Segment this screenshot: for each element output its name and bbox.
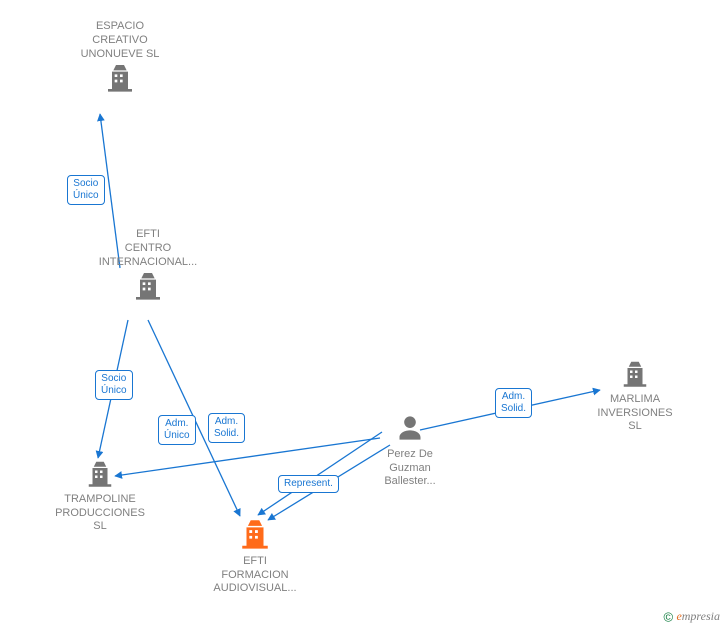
- edge-label-socio-unico-2: Socio Único: [95, 370, 133, 400]
- edge-label-represent: Represent.: [278, 475, 339, 493]
- building-icon: [238, 516, 272, 555]
- node-label: MARLIMA INVERSIONES SL: [575, 393, 695, 434]
- node-efti-centro[interactable]: EFTI CENTRO INTERNACIONAL...: [78, 228, 218, 306]
- edge-label-adm-unico: Adm. Único: [158, 415, 196, 445]
- node-label: EFTI FORMACION AUDIOVISUAL...: [190, 555, 320, 596]
- node-espacio[interactable]: ESPACIO CREATIVO UNONUEVE SL: [60, 20, 180, 98]
- node-label: TRAMPOLINE PRODUCCIONES SL: [40, 493, 160, 534]
- edge-label-socio-unico-1: Socio Único: [67, 175, 105, 205]
- brand-rest: mpresia: [682, 609, 720, 623]
- copyright-symbol: ©: [664, 609, 674, 624]
- node-efti-formacion[interactable]: EFTI FORMACION AUDIOVISUAL...: [190, 516, 320, 596]
- building-icon: [104, 61, 136, 98]
- building-icon: [85, 458, 115, 493]
- edge-label-adm-solid-1: Adm. Solid.: [208, 413, 245, 443]
- edge-label-adm-solid-2: Adm. Solid.: [495, 388, 532, 418]
- node-label: Perez De Guzman Ballester...: [360, 448, 460, 489]
- building-icon: [132, 269, 164, 306]
- node-label: ESPACIO CREATIVO UNONUEVE SL: [60, 20, 180, 61]
- person-icon: [396, 413, 424, 448]
- node-perez[interactable]: Perez De Guzman Ballester...: [360, 413, 460, 489]
- copyright: © empresia: [664, 609, 721, 624]
- building-icon: [620, 358, 650, 393]
- node-trampoline[interactable]: TRAMPOLINE PRODUCCIONES SL: [40, 458, 160, 534]
- node-label: EFTI CENTRO INTERNACIONAL...: [78, 228, 218, 269]
- node-marlima[interactable]: MARLIMA INVERSIONES SL: [575, 358, 695, 434]
